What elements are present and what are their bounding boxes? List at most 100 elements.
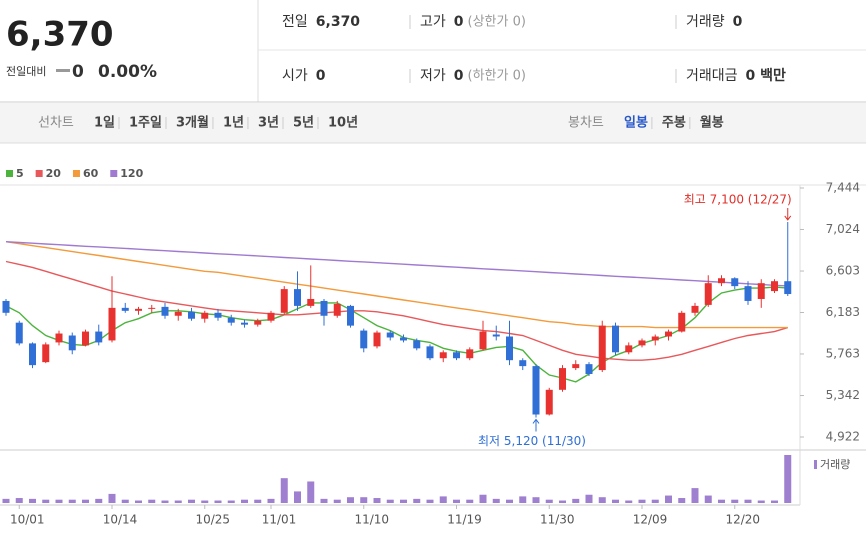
volume-bar: [188, 499, 195, 503]
candle-body: [439, 352, 447, 359]
volume-bar: [82, 499, 89, 503]
y-tick-label: 5,763: [826, 346, 860, 360]
volume-bar: [678, 498, 686, 503]
volume-bar: [241, 499, 248, 503]
volume-bar: [731, 499, 739, 503]
volume-bar: [347, 497, 354, 503]
volume-bar: [373, 498, 381, 503]
price: 6,370: [6, 15, 114, 55]
field-value: 0: [316, 68, 326, 84]
candle-body: [148, 307, 156, 309]
field-value: 0 백만: [746, 68, 786, 84]
candle-body: [2, 300, 10, 313]
volume-bar: [400, 499, 407, 503]
volume-bar: [466, 499, 474, 503]
candle-body: [678, 312, 686, 332]
candle-body: [386, 332, 394, 338]
candle-body: [585, 364, 593, 375]
candle-body: [479, 331, 487, 350]
tab[interactable]: 5년: [293, 116, 314, 131]
candle-body: [718, 278, 725, 284]
tab[interactable]: 3년: [258, 116, 279, 131]
volume-bar: [108, 493, 116, 503]
change: 0: [72, 62, 84, 82]
tab[interactable]: 3개월: [176, 115, 209, 131]
field-value: 0: [454, 14, 464, 30]
volume-bar: [68, 499, 76, 503]
volume-bar: [625, 500, 633, 503]
tab[interactable]: 1년: [223, 116, 244, 131]
candle-body: [227, 317, 235, 323]
volume-bar: [254, 499, 262, 503]
volume-bar: [439, 496, 447, 503]
legend-swatch: [72, 170, 80, 177]
volume-bar: [135, 500, 142, 503]
candle-body: [731, 278, 739, 287]
volume-bar: [784, 455, 792, 503]
tab[interactable]: 1일: [94, 116, 115, 131]
volume-bar: [360, 497, 368, 503]
volume-label: 거래량: [820, 458, 850, 471]
legend-label: 120: [120, 167, 143, 180]
candle-body: [42, 344, 50, 363]
volume-bar: [598, 497, 606, 503]
candle-body: [545, 389, 553, 415]
volume-bar: [638, 499, 646, 503]
change-pct: 0.00%: [98, 62, 157, 82]
x-tick-label: 11/30: [540, 513, 575, 527]
legend-label: 20: [46, 167, 62, 180]
candle-body: [241, 322, 248, 325]
candle-body: [572, 364, 580, 369]
candle-body: [559, 368, 566, 390]
volume-bar: [413, 498, 421, 503]
tab[interactable]: 주봉: [662, 116, 686, 131]
candle-body: [161, 306, 169, 316]
candle-body: [280, 289, 288, 313]
candle-body: [55, 333, 63, 343]
candle-body: [400, 337, 407, 341]
field-label: 전일: [282, 14, 308, 30]
ma-line: [5, 241, 788, 329]
volume-bar: [307, 481, 315, 503]
volume-bar: [148, 499, 156, 503]
candle-body: [108, 307, 116, 341]
volume-bar: [121, 499, 129, 503]
volume-bar: [426, 499, 434, 503]
volume-bar: [572, 498, 580, 503]
field-value: 0: [454, 68, 464, 84]
legend-label: 5: [16, 167, 24, 180]
candle-body: [757, 283, 765, 299]
volume-bar: [55, 499, 63, 503]
volume-bar: [161, 500, 169, 503]
candle-body: [254, 320, 262, 325]
tab[interactable]: 일봉: [624, 116, 648, 131]
candle-body: [294, 289, 301, 306]
candle-body: [532, 366, 540, 415]
candle-body: [651, 336, 659, 341]
volume-bar: [267, 498, 275, 503]
volume-bar: [559, 500, 566, 503]
tab[interactable]: 10년: [328, 116, 358, 131]
volume-bar: [95, 498, 103, 503]
y-tick-label: 4,922: [826, 430, 860, 444]
volume-bar: [744, 499, 752, 503]
volume-bar: [42, 499, 50, 503]
field-value: 0: [733, 14, 743, 30]
candle-body: [638, 340, 646, 346]
volume-bar: [757, 500, 765, 503]
volume-bar: [333, 499, 341, 503]
volume-bar: [492, 498, 500, 503]
candle-body: [373, 332, 381, 347]
header-bg: [0, 0, 866, 102]
volume-bar: [15, 498, 23, 503]
tab[interactable]: 1주일: [129, 116, 162, 131]
x-tick-label: 11/19: [447, 513, 482, 527]
y-tick-label: 7,444: [826, 181, 860, 195]
field-label: 거래대금: [686, 68, 738, 84]
tab[interactable]: 월봉: [700, 115, 724, 131]
flat-icon: [56, 69, 70, 72]
candle-body: [347, 305, 354, 326]
y-tick-label: 6,183: [826, 305, 860, 319]
candle-body: [598, 325, 606, 371]
volume-bar: [532, 497, 540, 503]
